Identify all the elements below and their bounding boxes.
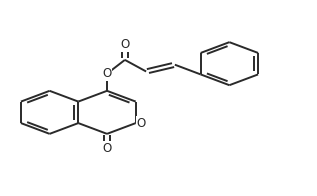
Text: O: O (137, 117, 146, 130)
Text: O: O (120, 38, 129, 51)
Text: O: O (102, 67, 112, 80)
Text: O: O (102, 142, 112, 155)
